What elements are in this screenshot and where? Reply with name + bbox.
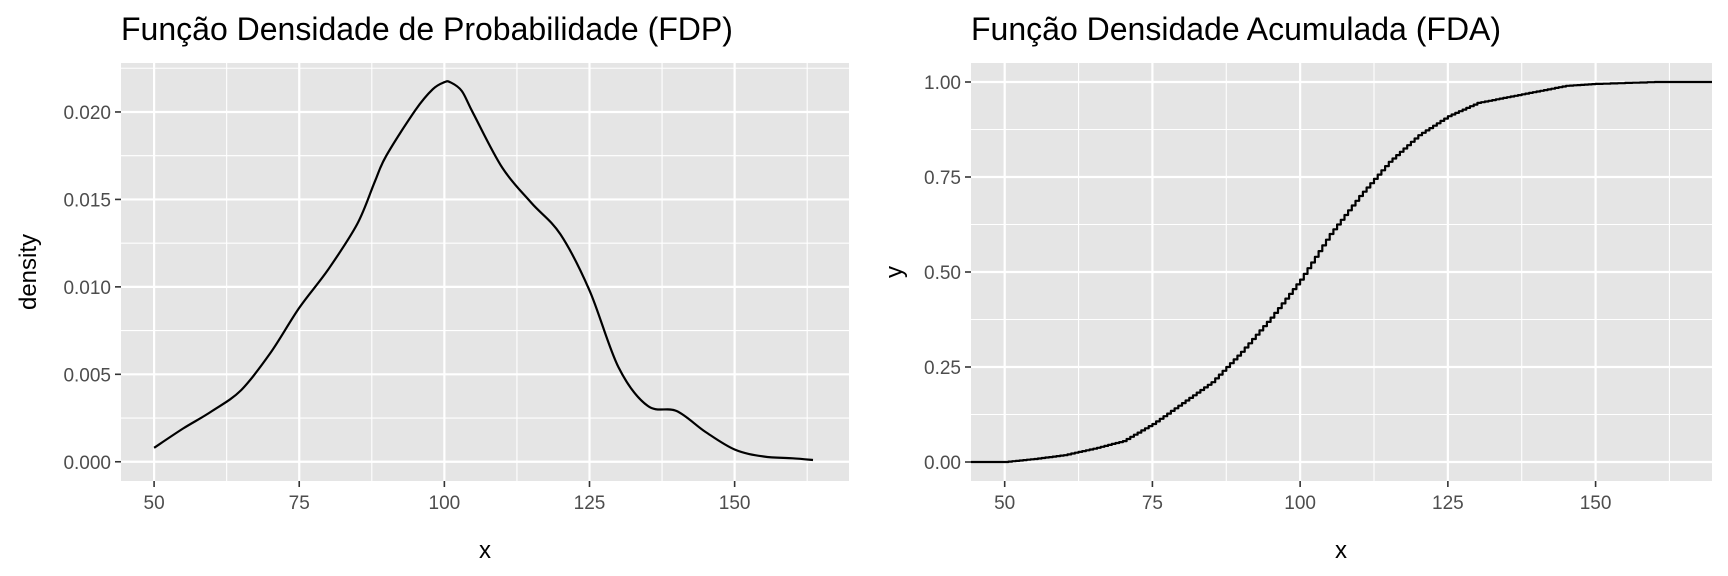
cdf-x-tick-label: 125 (1432, 493, 1464, 514)
cdf-x-tick-label: 50 (994, 493, 1015, 514)
pdf-y-axis-title: density (15, 234, 42, 310)
pdf-y-tick-label: 0.010 (63, 278, 111, 299)
cdf-cumulative-curve (971, 80, 1712, 464)
cdf-y-tick-label: 0.00 (924, 453, 961, 474)
cdf-y-tick-label: 0.50 (924, 263, 961, 284)
pdf-x-axis: 50 75 100 125 150 (144, 481, 751, 514)
cdf-chart-title: Função Densidade Acumulada (FDA) (971, 11, 1501, 47)
pdf-x-tick-label: 75 (289, 493, 310, 514)
pdf-plot-panel (121, 63, 849, 481)
cdf-y-tick-label: 0.25 (924, 358, 961, 379)
cdf-chart: Função Densidade Acumulada (FDA) 50 75 100… (881, 11, 1712, 564)
cdf-gridlines (971, 63, 1712, 481)
cdf-y-tick-label: 0.75 (924, 168, 961, 189)
pdf-y-tick-label: 0.020 (63, 103, 111, 124)
pdf-y-tick-label: 0.015 (63, 190, 111, 211)
pdf-y-axis: 0.000 0.005 0.010 0.015 0.020 (63, 103, 121, 474)
cdf-y-axis-title: y (881, 266, 908, 278)
cdf-x-axis: 50 75 100 125 150 (994, 481, 1611, 514)
pdf-x-tick-label: 125 (574, 493, 606, 514)
pdf-density-curve (153, 80, 814, 462)
pdf-chart-title: Função Densidade de Probabilidade (FDP) (121, 11, 733, 47)
cdf-y-tick-label: 1.00 (924, 73, 961, 94)
cdf-x-tick-label: 150 (1580, 493, 1612, 514)
pdf-y-tick-label: 0.005 (63, 365, 111, 386)
cdf-x-axis-title: x (1335, 537, 1347, 564)
pdf-x-tick-label: 100 (429, 493, 461, 514)
cdf-y-axis: 0.00 0.25 0.50 0.75 1.00 (924, 73, 971, 474)
pdf-y-tick-label: 0.000 (63, 453, 111, 474)
cdf-x-tick-label: 100 (1284, 493, 1316, 514)
pdf-x-axis-title: x (479, 537, 491, 564)
pdf-x-tick-label: 50 (144, 493, 165, 514)
cdf-x-tick-label: 75 (1142, 493, 1163, 514)
pdf-gridlines (121, 63, 849, 481)
pdf-chart: Função Densidade de Probabilidade (FDP) … (15, 11, 849, 564)
pdf-x-tick-label: 150 (719, 493, 751, 514)
